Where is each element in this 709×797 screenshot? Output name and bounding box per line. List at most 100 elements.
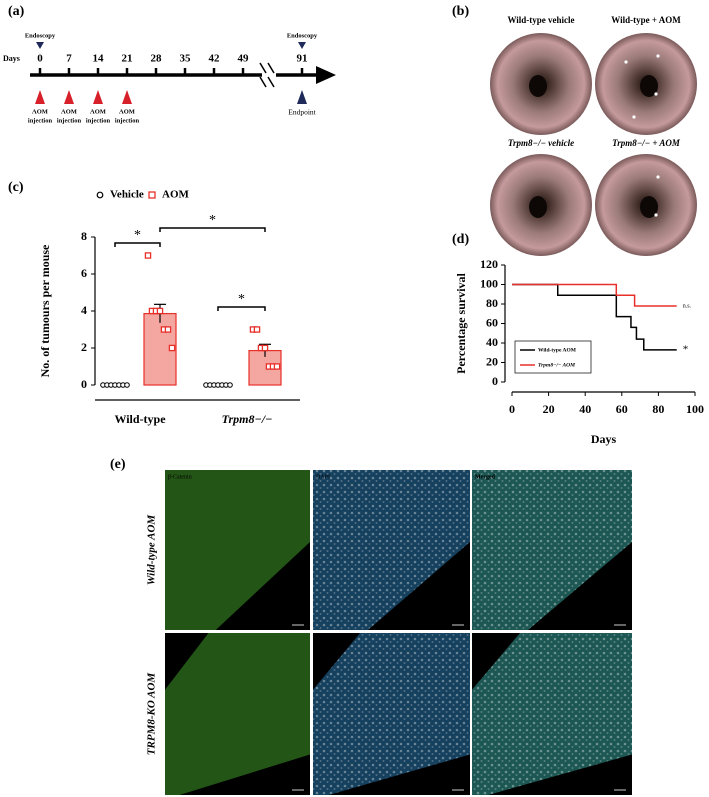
endoscopy-marker (36, 42, 44, 49)
timeline-arrow (316, 66, 336, 84)
channel-label: β-Catenin (168, 637, 192, 643)
injection-marker (35, 90, 45, 104)
injection-label: injection (28, 117, 53, 124)
endpoint-marker (297, 90, 307, 104)
y-tick-label: 60 (486, 315, 498, 329)
y-axis-label: No. of tumours per mouse (38, 244, 52, 377)
survival-line (512, 283, 677, 307)
tumour-dot (632, 115, 636, 119)
y-tick-label: 80 (486, 296, 498, 310)
y-tick-label: 8 (81, 229, 87, 243)
panel-label: (d) (452, 232, 469, 247)
x-tick-label: 100 (686, 402, 704, 416)
timeline-day: 14 (93, 53, 105, 65)
tumour-dot (654, 92, 658, 96)
significance-label: * (209, 213, 216, 228)
timeline-day: 7 (66, 53, 72, 65)
injection-label: injection (115, 117, 140, 124)
endpoint-label: Endpoint (288, 108, 316, 117)
data-point (261, 344, 269, 352)
panel-label: (a) (8, 4, 25, 19)
scale-label: 50 μm (614, 782, 626, 787)
tumour-dot (624, 60, 628, 64)
tumour-dot (654, 213, 658, 217)
y-tick-label: 20 (486, 354, 498, 368)
x-tick-label: 0 (509, 402, 515, 416)
injection-label: AOM (90, 108, 106, 115)
scale-label: 50 μm (292, 782, 304, 787)
nuclei (313, 470, 470, 630)
legend-label: Wild-type AOM (538, 347, 577, 353)
nuclei (313, 633, 470, 795)
timeline-day: 28 (151, 53, 163, 65)
scale-label: 50 μm (452, 782, 464, 787)
channel-label: DAPI (316, 474, 330, 480)
timeline-day: 35 (180, 53, 192, 65)
x-tick-label: Wild-type (114, 412, 166, 426)
image-label: Wild-type vehicle (507, 15, 574, 25)
nuclei (472, 633, 632, 795)
data-point (124, 382, 130, 388)
tissue (165, 470, 310, 630)
scale-label: 50 μm (292, 617, 304, 622)
x-tick-label: 20 (543, 402, 555, 416)
lumen (529, 75, 547, 97)
channel-label: Merged (475, 474, 496, 480)
injection-label: AOM (32, 108, 48, 115)
y-tick-label: 4 (81, 303, 87, 317)
break-mark (259, 76, 267, 88)
timeline-day: 49 (238, 53, 250, 65)
channel-label: Merged (475, 637, 496, 643)
legend-marker (148, 191, 156, 199)
significance-label: * (134, 228, 141, 243)
data-point (144, 252, 152, 259)
timeline-day: 42 (209, 53, 221, 65)
injection-label: injection (86, 117, 111, 124)
y-axis-label: Percentage survival (454, 272, 468, 373)
legend-label: Trpm8−/− AOM (538, 362, 576, 368)
legend-label: AOM (162, 189, 190, 201)
injection-marker (64, 90, 74, 104)
timeline-axis-label: Days (3, 54, 20, 63)
x-tick-label: 40 (579, 402, 591, 416)
data-point (227, 382, 233, 388)
tissue (165, 633, 310, 795)
legend-box (514, 340, 592, 374)
endoscopy-label: Endoscopy (287, 32, 318, 39)
tumour-dot (656, 175, 660, 179)
x-tick-label: Trpm8−/− (222, 412, 273, 426)
axis-break (262, 71, 276, 79)
x-axis-label: Days (591, 432, 617, 446)
panel-label: (b) (452, 4, 469, 19)
image-label: Trpm8−/− vehicle (508, 138, 574, 148)
y-tick-label: 6 (81, 266, 87, 280)
data-point (156, 307, 164, 315)
image-label: Wild-type + AOM (611, 15, 681, 25)
injection-label: AOM (61, 108, 77, 115)
timeline-day: 91 (297, 53, 308, 65)
injection-label: AOM (119, 108, 135, 115)
lumen (640, 75, 658, 97)
x-tick-label: 60 (616, 402, 628, 416)
significance-bracket (114, 242, 161, 247)
panel-label: (c) (8, 180, 24, 195)
row-label: Wild-type AOM (146, 514, 158, 586)
lumen (529, 196, 547, 218)
data-point (164, 326, 172, 333)
data-point (253, 326, 261, 333)
significance-label: * (238, 292, 245, 307)
break-mark (259, 62, 267, 74)
injection-label: injection (57, 117, 82, 124)
image-label: Trpm8−/− + AOM (612, 138, 681, 148)
row-label: TRPM8-KO AOM (146, 672, 158, 756)
x-tick-label: 80 (652, 402, 664, 416)
data-point (168, 344, 176, 352)
endoscopy-label: Endoscopy (25, 32, 56, 39)
lumen (640, 196, 658, 218)
y-tick-label: 120 (480, 257, 498, 271)
injection-marker (93, 90, 103, 104)
legend-marker (96, 191, 104, 199)
significance-bracket (217, 306, 266, 311)
injection-marker (122, 90, 132, 104)
